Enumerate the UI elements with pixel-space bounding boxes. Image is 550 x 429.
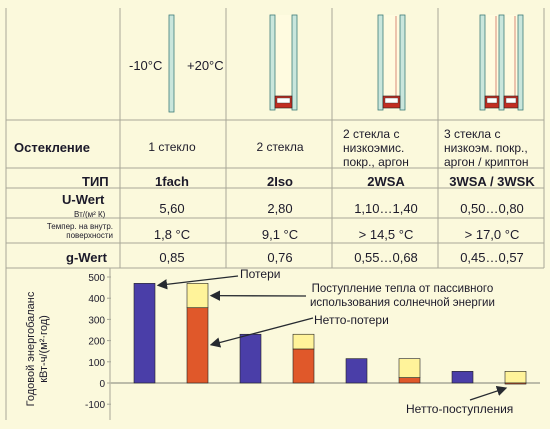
annotation-solar-line-1: Поступление тепла от пассивного bbox=[310, 282, 495, 296]
annotation-net-losses: Нетто-потери bbox=[314, 313, 389, 327]
y-tick-label: 100 bbox=[88, 358, 105, 369]
annotation-solar-line-2: использования солнечной энергии bbox=[310, 296, 495, 310]
bar-net-gains bbox=[505, 383, 526, 384]
annotation-solar: Поступление тепла от пассивного использо… bbox=[310, 282, 495, 310]
y-tick-label: 400 bbox=[88, 294, 105, 305]
bar-net-losses bbox=[293, 349, 314, 383]
y-tick-label: 500 bbox=[88, 273, 105, 284]
bar-losses bbox=[134, 283, 155, 383]
y-tick-label: 300 bbox=[88, 315, 105, 326]
bar-losses bbox=[452, 371, 473, 383]
bar-losses bbox=[240, 334, 261, 383]
bar-losses bbox=[346, 359, 367, 383]
bar-net-losses bbox=[187, 308, 208, 383]
y-tick-label: -100 bbox=[85, 400, 105, 411]
y-tick-label: 0 bbox=[99, 379, 105, 390]
bar-solar-gain bbox=[505, 371, 526, 383]
annotation-net-gains: Нетто-поступления bbox=[406, 402, 513, 416]
y-tick-label: 200 bbox=[88, 337, 105, 348]
arrow-net-gains bbox=[470, 388, 506, 400]
bar-net-losses bbox=[399, 378, 420, 383]
bar-solar-gain bbox=[293, 334, 314, 349]
bar-solar-gain bbox=[399, 359, 420, 378]
annotation-losses: Потери bbox=[240, 267, 280, 281]
bar-solar-gain bbox=[187, 283, 208, 307]
